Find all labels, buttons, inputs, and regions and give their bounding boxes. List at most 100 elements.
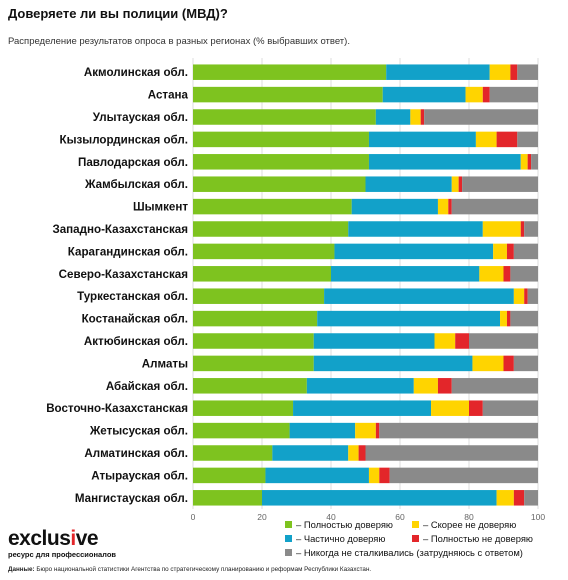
bar-segment xyxy=(193,198,352,215)
bar-segment xyxy=(448,198,452,215)
bar-segment xyxy=(193,400,294,416)
x-tick-label: 20 xyxy=(257,512,267,520)
bar-segment xyxy=(265,467,369,484)
category-label: Западно-Казахстанская xyxy=(52,223,188,236)
logo: exclusive ресурс для профессионалов xyxy=(8,528,117,560)
bar-segment xyxy=(513,490,525,506)
bar-segment xyxy=(524,490,538,506)
category-label: Акмолинская обл. xyxy=(84,66,188,79)
bar-segment xyxy=(517,131,538,148)
category-label: Жетысуская обл. xyxy=(89,425,188,438)
bar-segment xyxy=(482,400,538,416)
category-label: Павлодарская обл. xyxy=(78,156,188,169)
bar-segment xyxy=(193,131,369,148)
bar-segment xyxy=(462,176,538,192)
legend-item-partial-trust: – Частично доверяю xyxy=(285,533,385,544)
category-label: Костанайская обл. xyxy=(82,313,188,326)
bar-segment xyxy=(527,288,538,304)
bar-segment xyxy=(272,445,349,461)
x-tick-label: 80 xyxy=(464,512,474,520)
legend-swatch-full-trust xyxy=(285,521,292,528)
bar-segment xyxy=(193,109,376,125)
bar-segment xyxy=(368,154,521,170)
bar-segment xyxy=(489,64,511,80)
bar-segment xyxy=(527,154,532,170)
category-label: Туркестанская обл. xyxy=(77,290,188,303)
logo-tagline: ресурс для профессионалов xyxy=(8,550,117,559)
bar-segment xyxy=(513,243,538,260)
category-label: Кызылординская обл. xyxy=(60,133,188,146)
bar-segment xyxy=(489,86,538,103)
bar-segment xyxy=(193,221,349,237)
bar-segment xyxy=(455,333,469,349)
legend-item-never-faced: – Никогда не сталкивались (затрудняюсь с… xyxy=(285,547,523,558)
legend-swatch-never-faced xyxy=(285,549,292,556)
bar-segment xyxy=(379,467,390,484)
bar-segment xyxy=(451,176,459,192)
bar-segment xyxy=(451,378,538,394)
category-label: Атырауская обл. xyxy=(91,469,188,482)
bar-segment xyxy=(193,288,325,304)
bar-segment xyxy=(262,490,497,506)
bar-segment xyxy=(517,64,538,80)
bar-segment xyxy=(386,64,490,80)
category-label: Мангистауская обл. xyxy=(75,492,188,505)
bar-segment xyxy=(420,109,425,125)
bar-segment xyxy=(503,355,514,372)
bar-segment xyxy=(193,266,331,282)
page-subtitle: Распределение результатов опроса в разны… xyxy=(8,36,350,47)
bar-segment xyxy=(510,266,538,282)
bar-segment xyxy=(324,288,514,304)
bar-segment xyxy=(475,131,497,148)
bar-segment xyxy=(375,422,380,439)
bar-segment xyxy=(193,422,290,439)
bar-segment xyxy=(313,333,435,349)
bar-segment xyxy=(365,176,452,192)
bar-segment xyxy=(482,221,521,237)
bar-segment xyxy=(348,445,359,461)
bar-segment xyxy=(379,422,538,439)
bar-segment xyxy=(458,176,463,192)
legend-label-rather-distrust: – Скорее не доверяю xyxy=(423,519,517,530)
legend-swatch-rather-distrust xyxy=(412,521,419,528)
category-label: Улытауская обл. xyxy=(93,111,188,124)
bar-segment xyxy=(472,355,504,372)
bar-segment xyxy=(506,243,514,260)
bar-segment xyxy=(348,221,483,237)
bar-segment xyxy=(193,355,314,372)
bar-segment xyxy=(368,467,380,484)
bar-segment xyxy=(313,355,473,372)
bar-segment xyxy=(451,198,538,215)
bar-segment xyxy=(510,64,518,80)
bar-segment xyxy=(389,467,538,484)
bar-segment xyxy=(524,288,528,304)
bar-segment xyxy=(524,221,538,237)
bar-segment xyxy=(482,86,490,103)
bar-segment xyxy=(506,310,511,327)
bar-segment xyxy=(410,109,421,125)
bar-segment xyxy=(193,154,369,170)
bar-segment xyxy=(503,266,511,282)
stacked-bar-chart: Акмолинская обл. Астана Улытауская обл. Кыз… xyxy=(46,58,545,520)
legend-item-rather-distrust: – Скорее не доверяю xyxy=(412,519,516,530)
bar-segment xyxy=(510,310,538,327)
category-label: Северо-Казахстанская xyxy=(59,268,188,281)
source-note: Данные: Бюро национальной статистики Аге… xyxy=(8,566,372,573)
bar-segment xyxy=(479,266,504,282)
bar-segment xyxy=(193,467,266,484)
category-label: Восточно-Казахстанская xyxy=(46,402,188,415)
legend-swatch-full-distrust xyxy=(412,535,419,542)
category-label: Алматы xyxy=(142,357,188,370)
category-label: Алматинская обл. xyxy=(84,447,188,460)
category-label: Карагандинская обл. xyxy=(68,245,188,258)
bar-segment xyxy=(413,378,438,394)
grid-lines xyxy=(192,58,539,509)
bar-segment xyxy=(513,288,525,304)
bar-segment xyxy=(331,266,480,282)
bar-segment xyxy=(306,378,414,394)
x-tick-label: 60 xyxy=(395,512,405,520)
bar-segment xyxy=(193,64,387,80)
bar-segment xyxy=(193,490,262,506)
legend-label-never-faced: – Никогда не сталкивались (затрудняюсь с… xyxy=(296,547,523,558)
category-label: Жамбылская обл. xyxy=(84,178,188,191)
